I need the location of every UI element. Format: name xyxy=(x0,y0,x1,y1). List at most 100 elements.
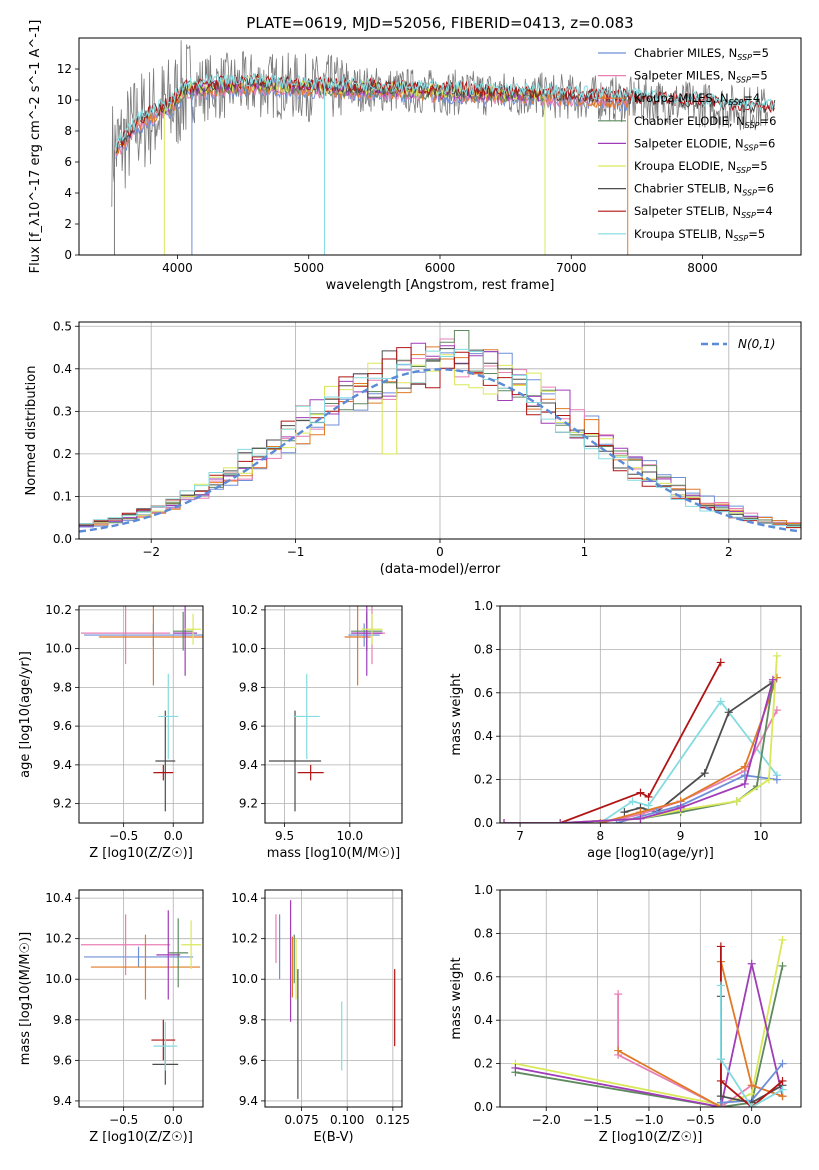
weight_vs_Z-ylabel: mass weight xyxy=(449,957,464,1039)
age_vs_mass-xtick-label: 9.5 xyxy=(275,829,294,843)
weight_vs_age-series-line xyxy=(624,681,774,814)
mass_vs_Z-xtick-label: −0.5 xyxy=(109,1113,138,1127)
legend-label-suffix: =5 xyxy=(751,159,768,173)
weight_vs_Z-point-marker xyxy=(747,959,756,968)
weight_vs_age-series-line xyxy=(504,679,774,823)
spectrum-xtick-label: 8000 xyxy=(687,261,718,275)
age_vs_Z-ytick-label: 9.6 xyxy=(53,719,72,733)
weight_vs_age-point-marker xyxy=(620,808,629,817)
mass_vs_Z-ytick-label: 9.6 xyxy=(53,1053,72,1067)
mass_vs_EBV-xtick-label: 0.075 xyxy=(284,1113,318,1127)
spectrum-legend-label: Chabrier ELODIE, NSSP=6 xyxy=(634,114,776,130)
weight_vs_Z-series-line xyxy=(515,963,784,1107)
residuals-ytick-label: 0.4 xyxy=(53,362,72,376)
mass_vs_EBV-xtick-label: 0.100 xyxy=(330,1113,364,1127)
mass_vs_Z-axes: −0.5 0.0 9.4 9.6 9.8 10.0 10.2 10.4 Z [log10(Z/Z… xyxy=(18,890,203,1145)
age_vs_mass-ytick-label: 10.2 xyxy=(231,603,258,617)
weight_vs_age-xlabel: age [log10(age/yr)] xyxy=(587,846,714,861)
legend-label-text: Chabrier ELODIE, N xyxy=(634,114,745,128)
weight_vs_age-point-marker xyxy=(644,801,653,810)
legend-label-sub: SSP xyxy=(744,143,759,152)
residuals-hist-step xyxy=(79,348,801,530)
mass_vs_Z-xlabel: Z [log10(Z/Z☉)] xyxy=(89,1130,193,1145)
legend-label-text: Kroupa STELIB, N xyxy=(634,227,734,241)
weight_vs_Z-point-marker xyxy=(716,1076,725,1085)
weight_vs_age-xtick-label: 8 xyxy=(597,829,605,843)
legend-label-suffix: =5 xyxy=(748,227,765,241)
legend-label-text: Kroupa MILES, N xyxy=(634,91,729,105)
residuals-ytick-label: 0.0 xyxy=(53,532,72,546)
age_vs_Z-axes: −0.5 0.0 9.2 9.4 9.6 9.8 10.0 10.2 Z [log10(Z/Z☉… xyxy=(18,603,203,861)
weight_vs_Z-point-marker xyxy=(778,961,787,970)
weight_vs_age-point-marker xyxy=(740,779,749,788)
legend-label-suffix: =6 xyxy=(758,136,775,150)
weight_vs_Z-point-marker xyxy=(778,1076,787,1085)
spectrum-legend-label: Kroupa MILES, NSSP=4 xyxy=(634,91,760,107)
mass_vs_Z-ytick-label: 10.4 xyxy=(45,891,72,905)
weight_vs_age-point-marker xyxy=(636,788,645,797)
age_vs_mass-ytick-label: 9.8 xyxy=(239,680,258,694)
spectrum-legend-label: Salpeter MILES, NSSP=5 xyxy=(634,69,768,85)
weight_vs_age-point-marker xyxy=(716,697,725,706)
spectrum-model-line xyxy=(115,82,629,157)
weight_vs_age-xtick-label: 10 xyxy=(753,829,768,843)
spectrum-ytick-label: 8 xyxy=(64,124,72,138)
spectrum-legend-label: Kroupa ELODIE, NSSP=5 xyxy=(634,159,768,175)
mass_vs_EBV-xtick-label: 0.125 xyxy=(376,1113,410,1127)
residuals-xtick-label: −2 xyxy=(142,545,160,559)
weight_vs_age-point-marker xyxy=(772,775,781,784)
spectrum-data-line xyxy=(111,40,769,207)
residuals-ytick-label: 0.3 xyxy=(53,404,72,418)
weight_vs_age-axes: 7 8 9 10 0.0 0.2 0.4 0.6 0.8 1.0 age [log10(age/yr… xyxy=(449,599,801,861)
weight_vs_age-series-line xyxy=(559,661,722,823)
weight_vs_age-point-marker xyxy=(636,814,645,823)
weight_vs_age-ytick-label: 0.2 xyxy=(474,773,493,787)
residuals-ytick-label: 0.5 xyxy=(53,319,72,333)
residuals-xlabel: (data-model)/error xyxy=(380,562,501,577)
mass_vs_Z-ytick-label: 10.0 xyxy=(45,972,72,986)
mass_vs_EBV-ytick-label: 10.2 xyxy=(231,932,258,946)
legend-label-suffix: =6 xyxy=(757,182,774,196)
spectrum-ytick-label: 0 xyxy=(64,248,72,262)
legend-label-sub: SSP xyxy=(741,211,756,220)
weight_vs_age-point-marker xyxy=(772,673,781,682)
age_vs_Z-ytick-label: 9.2 xyxy=(53,797,72,811)
weight_vs_Z-ytick-label: 0.4 xyxy=(474,1013,493,1027)
residuals-xtick-label: 2 xyxy=(725,545,733,559)
legend-label-sub: SSP xyxy=(737,53,752,62)
legend-label-text: Kroupa ELODIE, N xyxy=(634,159,736,173)
age_vs_Z-xtick-label: −0.5 xyxy=(109,829,138,843)
weight_vs_Z-point-marker xyxy=(614,990,623,999)
weight_vs_Z-point-marker xyxy=(747,1081,756,1090)
spectrum-legend-label: Salpeter STELIB, NSSP=4 xyxy=(634,204,773,220)
mass_vs_EBV-ytick-label: 10.0 xyxy=(231,972,258,986)
spectrum-legend-label: Kroupa STELIB, NSSP=5 xyxy=(634,227,765,243)
weight_vs_age-point-marker xyxy=(644,792,653,801)
weight_vs_Z-series-line xyxy=(720,985,783,1107)
age_vs_mass-ytick-label: 9.4 xyxy=(239,758,258,772)
age_vs_Z-plot-area xyxy=(80,606,203,812)
spectrum-legend-label: Chabrier STELIB, NSSP=6 xyxy=(634,182,774,198)
legend-label-sub: SSP xyxy=(742,189,757,198)
mass_vs_Z-ytick-label: 10.2 xyxy=(45,932,72,946)
residuals-xtick-label: 1 xyxy=(581,545,589,559)
legend-label-suffix: =4 xyxy=(756,204,773,218)
spectrum-legend-label: Salpeter ELODIE, NSSP=6 xyxy=(634,136,775,152)
figure-title: PLATE=0619, MJD=52056, FIBERID=0413, z=0… xyxy=(246,14,633,32)
weight_vs_Z-ytick-label: 0.0 xyxy=(474,1100,493,1114)
spectrum-xtick-label: 4000 xyxy=(162,261,193,275)
spectrum-ytick-label: 2 xyxy=(64,217,72,231)
weight_vs_Z-axes: −2.0 −1.5 −1.0 −0.5 0.0 0.0 0.2 0.4 0.6 0.8 1.0 Z [… xyxy=(449,883,801,1145)
weight_vs_Z-ytick-label: 0.6 xyxy=(474,970,493,984)
spectrum-xtick-label: 6000 xyxy=(425,261,456,275)
legend-label-suffix: =6 xyxy=(760,114,777,128)
spectrum-axes: 4000 5000 6000 7000 8000 0 2 4 6 8 10 12 wavelength … xyxy=(28,20,718,293)
weight_vs_age-point-marker xyxy=(556,819,565,823)
weight_vs_Z-point-marker xyxy=(716,981,725,990)
age_vs_Z-xtick-label: 0.0 xyxy=(164,829,183,843)
weight_vs_age-ytick-label: 0.6 xyxy=(474,686,493,700)
spectrum-xtick-label: 5000 xyxy=(293,261,324,275)
legend-label-suffix: =4 xyxy=(743,91,760,105)
weight_vs_Z-frame xyxy=(499,889,802,1108)
